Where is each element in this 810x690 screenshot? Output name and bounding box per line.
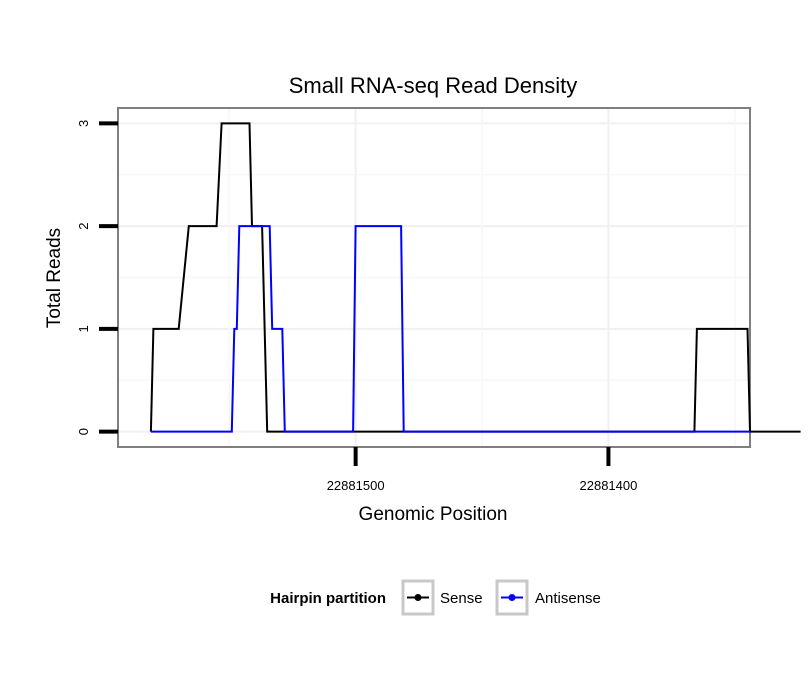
x-tick-label: 22881500 (327, 478, 385, 493)
legend-marker-antisense (508, 594, 516, 601)
legend-item-sense: Sense (401, 579, 483, 616)
grid-layer (118, 108, 750, 447)
x-tick-label: 22881400 (580, 478, 638, 493)
legend: Hairpin partition Sense Antisense (270, 579, 601, 616)
legend-item-antisense: Antisense (495, 579, 601, 616)
y-tick-label: 0 (76, 428, 91, 435)
axis-layer: 0 1 2 3 22881500 22881400 (76, 120, 637, 493)
x-axis-title: Genomic Position (359, 504, 508, 525)
y-tick-label: 2 (76, 222, 91, 229)
series-line-antisense (150, 225, 750, 433)
legend-title: Hairpin partition (270, 590, 386, 607)
y-tick-label: 1 (76, 325, 91, 332)
y-tick-label: 3 (76, 120, 91, 127)
series-layer (149, 122, 801, 433)
legend-marker-sense (414, 594, 422, 601)
y-axis-title: Total Reads (44, 228, 65, 328)
chart-title: Small RNA-seq Read Density (289, 73, 578, 98)
legend-label-antisense: Antisense (535, 590, 601, 607)
legend-label-sense: Sense (440, 590, 483, 607)
plot-panel-border (117, 107, 751, 448)
